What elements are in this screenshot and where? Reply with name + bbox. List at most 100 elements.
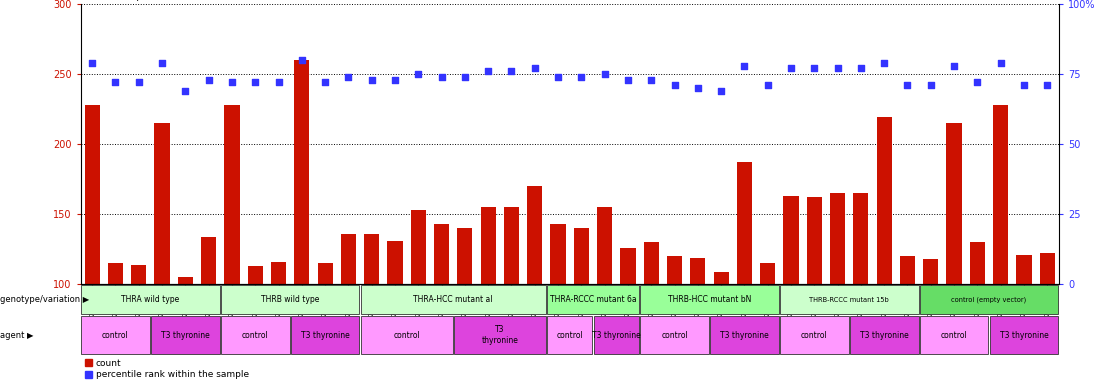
Point <box>713 88 730 94</box>
Bar <box>108 263 124 284</box>
Bar <box>806 197 822 284</box>
Bar <box>783 196 799 284</box>
FancyBboxPatch shape <box>640 285 779 314</box>
Point <box>828 65 846 71</box>
Point <box>223 79 240 85</box>
Text: T3 thyronine: T3 thyronine <box>860 331 909 339</box>
Point <box>176 88 194 94</box>
Point <box>480 68 497 74</box>
FancyBboxPatch shape <box>547 316 592 354</box>
Bar <box>970 242 985 284</box>
Text: control (empty vector): control (empty vector) <box>952 296 1027 303</box>
Point <box>922 82 940 88</box>
Point <box>456 74 473 80</box>
Bar <box>760 263 775 284</box>
FancyBboxPatch shape <box>849 316 919 354</box>
Point <box>736 63 753 69</box>
Bar <box>458 228 472 284</box>
Bar <box>690 258 706 284</box>
Point <box>968 79 986 85</box>
Point <box>759 82 777 88</box>
Point <box>549 74 567 80</box>
Text: T3
thyronine: T3 thyronine <box>481 325 518 345</box>
Bar <box>993 105 1008 284</box>
Point <box>409 71 427 77</box>
Text: control: control <box>801 331 827 339</box>
Text: control: control <box>103 331 129 339</box>
Bar <box>387 241 403 284</box>
Point <box>619 76 636 83</box>
Text: THRB-RCCC mutant 15b: THRB-RCCC mutant 15b <box>810 296 889 303</box>
Bar <box>131 265 147 284</box>
Bar <box>154 123 170 284</box>
Text: control: control <box>556 331 583 339</box>
FancyBboxPatch shape <box>780 316 848 354</box>
Text: control: control <box>661 331 688 339</box>
Point <box>130 79 148 85</box>
Bar <box>597 207 612 284</box>
FancyBboxPatch shape <box>989 316 1058 354</box>
Text: THRA-HCC mutant al: THRA-HCC mutant al <box>414 295 493 304</box>
Bar <box>667 256 682 284</box>
Point <box>503 68 521 74</box>
Point <box>386 76 404 83</box>
Point <box>596 71 613 77</box>
Bar <box>504 207 520 284</box>
Bar <box>714 271 729 284</box>
Bar <box>620 248 635 284</box>
Bar <box>946 123 962 284</box>
FancyBboxPatch shape <box>221 316 290 354</box>
Bar <box>1016 255 1031 284</box>
Point <box>642 76 660 83</box>
Text: GDS3945 / 8171229: GDS3945 / 8171229 <box>81 0 193 2</box>
Point <box>84 60 101 66</box>
Point <box>666 82 684 88</box>
Bar <box>85 105 99 284</box>
Bar <box>831 193 845 284</box>
Bar <box>644 242 658 284</box>
Point <box>572 74 590 80</box>
FancyBboxPatch shape <box>920 285 1058 314</box>
Bar <box>271 262 286 284</box>
Point <box>805 65 823 71</box>
Bar <box>410 210 426 284</box>
Point <box>340 74 357 80</box>
Text: T3 thyronine: T3 thyronine <box>720 331 769 339</box>
Point <box>1015 82 1032 88</box>
Point <box>992 60 1009 66</box>
FancyBboxPatch shape <box>361 285 546 314</box>
Point <box>526 65 544 71</box>
Point <box>317 79 334 85</box>
Bar <box>737 162 752 284</box>
Point <box>107 79 125 85</box>
FancyBboxPatch shape <box>920 316 988 354</box>
Point <box>945 63 963 69</box>
FancyBboxPatch shape <box>221 285 360 314</box>
Bar <box>481 207 495 284</box>
Bar <box>178 277 193 284</box>
FancyBboxPatch shape <box>780 285 919 314</box>
Text: T3 thyronine: T3 thyronine <box>301 331 350 339</box>
Point <box>876 60 893 66</box>
Text: control: control <box>394 331 420 339</box>
Bar <box>318 263 333 284</box>
Text: THRB wild type: THRB wild type <box>261 295 320 304</box>
Point <box>363 76 381 83</box>
Point <box>293 57 311 63</box>
Bar <box>550 224 566 284</box>
Legend: count, percentile rank within the sample: count, percentile rank within the sample <box>85 359 249 379</box>
Bar <box>854 193 868 284</box>
Point <box>1038 82 1056 88</box>
Text: THRA-RCCC mutant 6a: THRA-RCCC mutant 6a <box>549 295 636 304</box>
Point <box>782 65 800 71</box>
Text: T3 thyronine: T3 thyronine <box>161 331 210 339</box>
Text: THRA wild type: THRA wild type <box>121 295 180 304</box>
FancyBboxPatch shape <box>453 316 546 354</box>
Bar <box>900 256 915 284</box>
Bar <box>201 237 216 284</box>
Point <box>153 60 171 66</box>
Bar <box>574 228 589 284</box>
Bar <box>295 60 309 284</box>
FancyBboxPatch shape <box>547 285 639 314</box>
Point <box>689 85 707 91</box>
